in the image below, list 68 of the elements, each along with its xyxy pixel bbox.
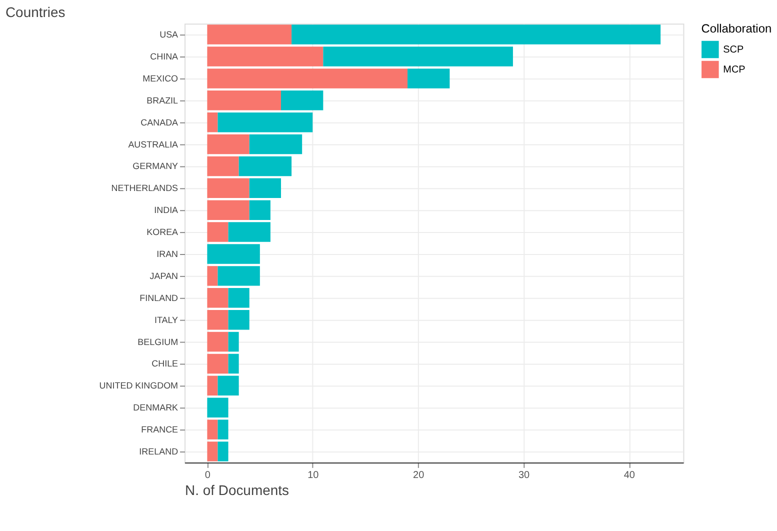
bar (218, 442, 228, 462)
bar (207, 178, 250, 198)
y-tick-label: FRANCE (141, 424, 178, 435)
bar (218, 266, 260, 286)
x-tick-label: 0 (204, 470, 211, 481)
y-tick-label: NETHERLANDS (111, 183, 178, 194)
bar (207, 134, 250, 154)
x-tick-label: 10 (308, 470, 320, 481)
bar (323, 46, 513, 66)
y-tick-label: AUSTRALIA (128, 139, 178, 150)
y-tick-label: BRAZIL (146, 95, 178, 106)
bar (207, 398, 228, 418)
bar (228, 354, 239, 374)
y-tick-label: DENMARK (133, 402, 178, 413)
y-tick-label: GERMANY (132, 161, 178, 172)
y-tick-label: UNITED KINGDOM (99, 380, 178, 391)
bar (207, 90, 281, 110)
x-tick-label: 30 (518, 470, 530, 481)
y-tick-label: CANADA (140, 117, 178, 128)
bar (249, 200, 270, 220)
x-axis-title: N. of Documents (185, 482, 289, 498)
bar (238, 156, 292, 176)
bar (218, 420, 228, 440)
bar (207, 68, 408, 88)
y-tick-label: USA (160, 30, 178, 40)
y-tick-label: INDIA (154, 205, 178, 216)
y-tick-label: KOREA (146, 227, 178, 238)
bar (207, 266, 218, 286)
y-tick-label: CHILE (152, 358, 178, 369)
bar (228, 310, 250, 330)
y-tick-label: ITALY (154, 314, 178, 325)
bar (408, 68, 450, 88)
bar (207, 46, 324, 66)
y-tick-label: JAPAN (150, 270, 178, 281)
bar (218, 112, 313, 132)
bar (207, 310, 228, 330)
bar (281, 90, 324, 110)
bar (218, 376, 239, 396)
y-tick-label: IRELAND (139, 446, 179, 456)
bar (249, 134, 302, 154)
bar (228, 222, 270, 242)
bar (207, 156, 239, 176)
bar (292, 24, 661, 44)
bar (207, 442, 218, 462)
bar (207, 420, 218, 440)
x-tick-label: 40 (624, 470, 636, 481)
legend-label: SCP (723, 44, 744, 56)
bar (207, 332, 228, 352)
x-tick-label: 20 (413, 470, 425, 481)
bar (207, 288, 228, 308)
bar (207, 376, 218, 396)
legend-title: Collaboration (701, 22, 772, 36)
y-tick-label: FINLAND (140, 292, 179, 303)
y-tick-label: IRAN (156, 248, 178, 259)
y-axis-title: Countries (5, 4, 66, 20)
bar (207, 112, 218, 132)
y-tick-label: CHINA (150, 51, 178, 62)
bar (207, 24, 292, 44)
bar (207, 244, 260, 264)
bar (228, 332, 239, 352)
bar (207, 200, 250, 220)
bar (207, 222, 228, 242)
bar (228, 288, 250, 308)
bar (207, 354, 228, 374)
y-tick-label: MEXICO (142, 73, 178, 84)
y-tick-label: BELGIUM (138, 336, 178, 347)
bar (249, 178, 281, 198)
legend-label: MCP (723, 64, 746, 76)
